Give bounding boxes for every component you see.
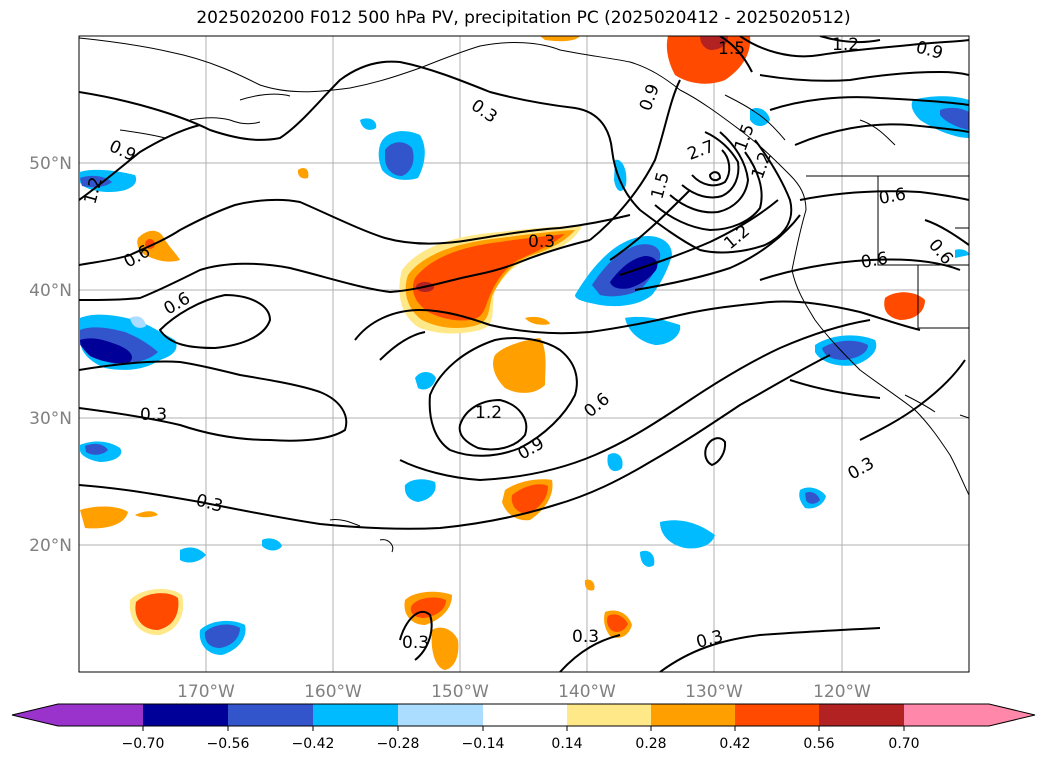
colorbar: −0.70 −0.56 −0.42 −0.28 −0.14 0.14 0.28 … bbox=[11, 703, 1036, 752]
colorbar-tick-label: −0.28 bbox=[377, 736, 420, 752]
pv-contours bbox=[79, 36, 969, 672]
lon-label: 150°W bbox=[431, 682, 489, 702]
contour-label: 0.6 bbox=[877, 185, 907, 209]
negative-precip-shading bbox=[80, 96, 969, 655]
colorbar-tick-label: 0.14 bbox=[551, 736, 582, 752]
colorbar-tick-label: 0.70 bbox=[888, 736, 919, 752]
colorbar-segment bbox=[819, 704, 904, 726]
colorbar-tick-label: 0.42 bbox=[719, 736, 750, 752]
lon-label: 120°W bbox=[813, 682, 871, 702]
lon-label: 140°W bbox=[558, 682, 616, 702]
contour-label: 0.3 bbox=[140, 405, 167, 425]
map-frame bbox=[78, 35, 970, 673]
contour-label: 0.3 bbox=[402, 633, 429, 653]
contour-label: 1.5 bbox=[718, 39, 745, 59]
colorbar-segment bbox=[651, 704, 735, 726]
coastlines bbox=[79, 37, 969, 553]
contour-label: 1.2 bbox=[475, 403, 502, 423]
lon-label: 160°W bbox=[304, 682, 362, 702]
colorbar-tick-label: 0.56 bbox=[803, 736, 834, 752]
colorbar-extend-low bbox=[12, 704, 58, 726]
contour-label: 0.3 bbox=[572, 627, 599, 647]
lat-label: 40°N bbox=[29, 281, 72, 301]
colorbar-segment bbox=[398, 704, 483, 726]
contour-label: 0.3 bbox=[528, 232, 555, 252]
lon-label: 130°W bbox=[685, 682, 743, 702]
contour-label: 0.6 bbox=[859, 249, 889, 273]
colorbar-tick-label: −0.14 bbox=[462, 736, 505, 752]
colorbar-extend-high bbox=[989, 704, 1035, 726]
longitude-labels: 170°W 160°W 150°W 140°W 130°W 120°W bbox=[177, 682, 871, 702]
colorbar-segment bbox=[904, 704, 989, 726]
lat-label: 20°N bbox=[29, 536, 72, 556]
lon-label: 170°W bbox=[177, 682, 235, 702]
latitude-labels: 50°N 40°N 30°N 20°N bbox=[29, 154, 72, 556]
colorbar-tick-label: 0.28 bbox=[635, 736, 666, 752]
colorbar-segment bbox=[228, 704, 313, 726]
contour-label: 1.2 bbox=[832, 35, 859, 55]
colorbar-tick-label: −0.42 bbox=[292, 736, 335, 752]
colorbar-tick-label: −0.70 bbox=[122, 736, 165, 752]
colorbar-segment bbox=[313, 704, 398, 726]
colorbar-segment bbox=[143, 704, 228, 726]
colorbar-segment bbox=[483, 704, 567, 726]
gridlines bbox=[79, 36, 969, 672]
lat-label: 30°N bbox=[29, 409, 72, 429]
colorbar-tick-label: −0.56 bbox=[207, 736, 250, 752]
colorbar-outline bbox=[11, 703, 1036, 727]
map-title: 2025020200 F012 500 hPa PV, precipitatio… bbox=[196, 8, 851, 28]
positive-precip-shading bbox=[80, 36, 925, 670]
colorbar-segment bbox=[567, 704, 651, 726]
lat-label: 50°N bbox=[29, 154, 72, 174]
colorbar-segment bbox=[735, 704, 819, 726]
colorbar-segment bbox=[58, 704, 143, 726]
